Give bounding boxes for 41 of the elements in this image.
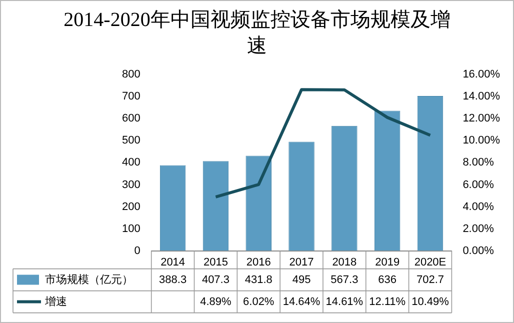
data-label: 407.3 [202, 274, 230, 286]
data-label: 431.8 [244, 274, 272, 286]
data-label: 388.3 [159, 274, 187, 286]
y-tick-label: 500 [122, 134, 140, 147]
y-tick-label: 600 [122, 112, 140, 125]
y2-tick-label: 6.00% [462, 178, 494, 191]
y-tick-label: 400 [122, 156, 140, 169]
y-tick-label: 0 [134, 244, 140, 257]
y2-tick-label: 4.00% [462, 200, 494, 213]
x-tick-label: 2016 [246, 256, 271, 268]
data-label: 14.61% [326, 296, 364, 308]
x-tick-label: 2020E [414, 256, 446, 268]
y2-tick-label: 14.00% [462, 90, 500, 103]
data-label: 12.11% [369, 296, 406, 308]
y-tick-label: 200 [122, 200, 140, 213]
y-tick-label: 300 [122, 178, 140, 191]
data-label: 636 [378, 274, 397, 286]
data-label: 567.3 [330, 274, 358, 286]
y-tick-label: 100 [122, 222, 140, 235]
x-tick-label: 2019 [375, 256, 400, 268]
data-label: 702.7 [416, 274, 444, 286]
data-label: 6.02% [243, 296, 274, 308]
data-label: 4.89% [200, 296, 232, 308]
y-tick-label: 700 [122, 90, 140, 103]
y2-tick-label: 10.00% [462, 134, 500, 147]
y2-tick-label: 16.00% [462, 68, 500, 81]
data-label: 14.64% [282, 296, 320, 308]
y2-tick-label: 8.00% [462, 156, 494, 169]
x-tick-label: 2018 [332, 256, 357, 268]
y-tick-label: 800 [122, 68, 140, 81]
chart-title: 2014-2020年中国视频监控设备市场规模及增速 [62, 8, 452, 59]
legend-label: 增速 [44, 294, 67, 308]
legend-label: 市场规模（亿元） [45, 272, 133, 286]
y2-tick-label: 0.00% [462, 244, 494, 257]
y2-tick-label: 2.00% [462, 222, 494, 235]
x-tick-label: 2014 [160, 256, 186, 268]
data-label: 495 [292, 274, 311, 286]
data-label: 10.49% [412, 296, 450, 308]
y2-tick-label: 12.00% [462, 112, 500, 125]
x-tick-label: 2017 [289, 256, 314, 268]
x-tick-label: 2015 [203, 256, 228, 268]
